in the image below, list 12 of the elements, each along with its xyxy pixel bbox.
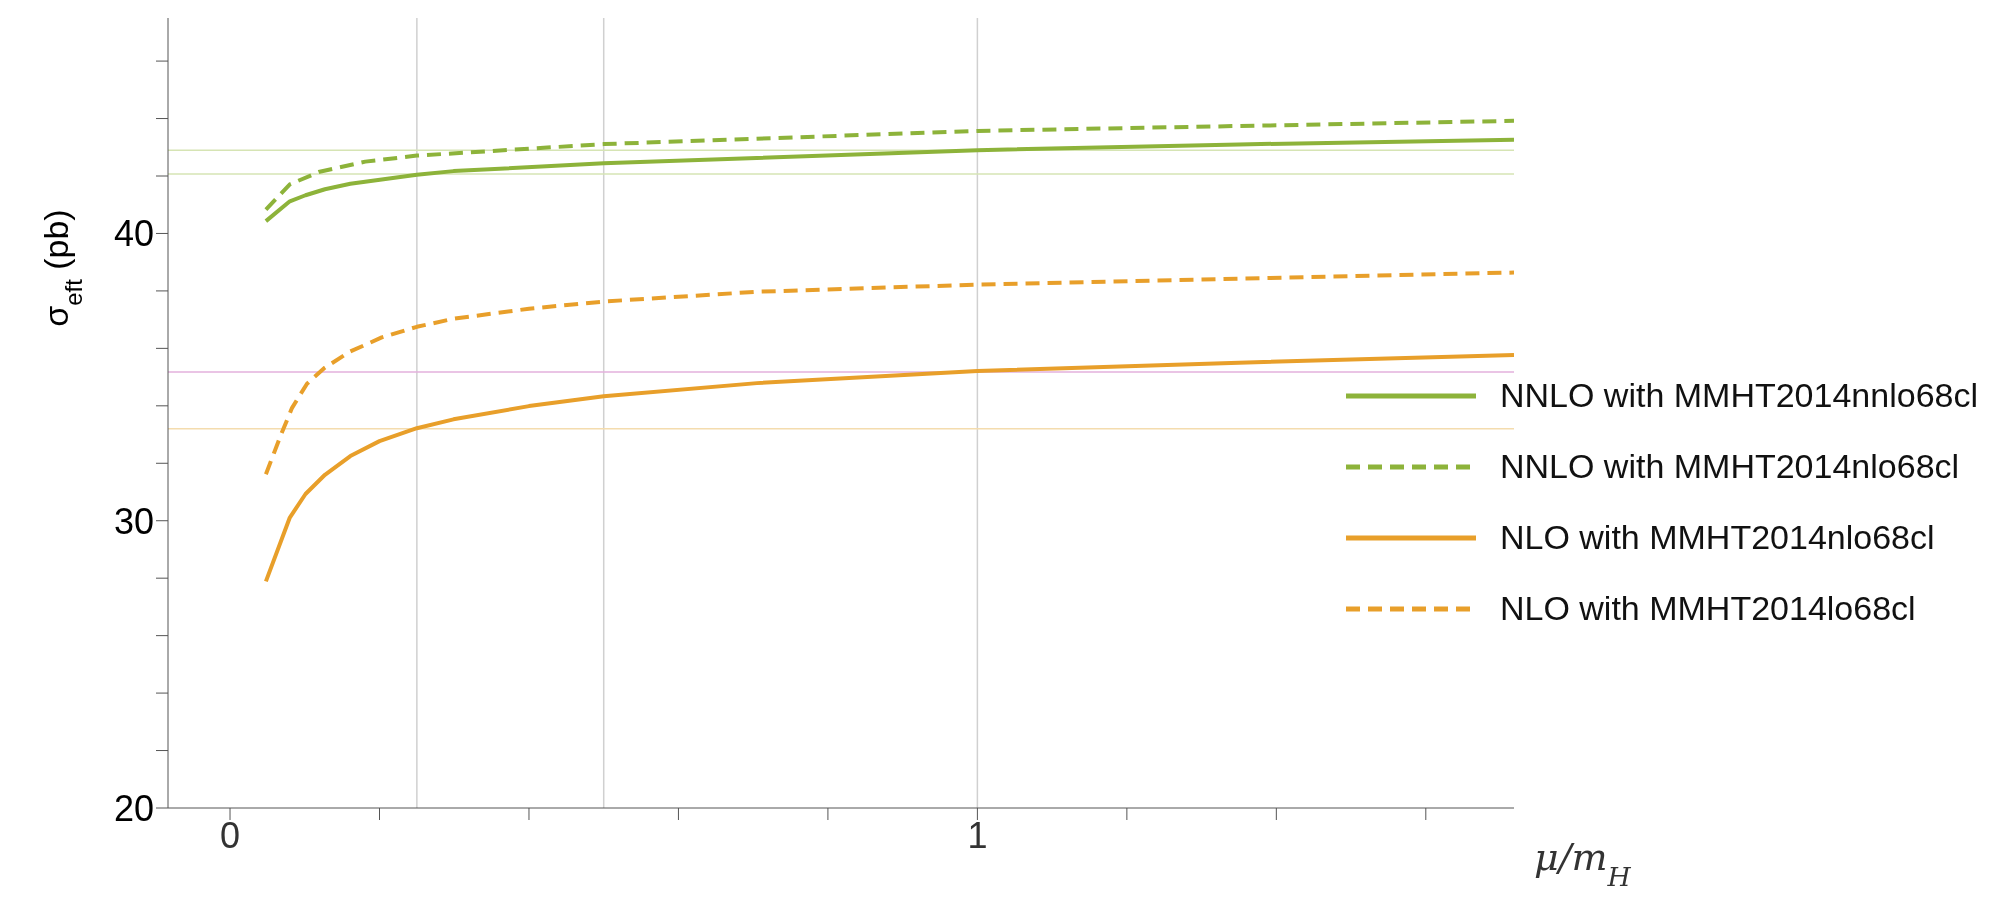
legend-label: NLO with MMHT2014lo68cl bbox=[1499, 589, 1916, 628]
x-tick-label: 0 bbox=[220, 814, 241, 856]
y-tick-label: 30 bbox=[113, 500, 154, 542]
legend-label: NNLO with MMHT2014nlo68cl bbox=[1499, 447, 1960, 486]
y-tick-label: 20 bbox=[113, 787, 154, 829]
line-series bbox=[263, 137, 1514, 224]
legend-label: NLO with MMHT2014nlo68cl bbox=[1499, 518, 1935, 557]
x-tick-label: 1 bbox=[967, 814, 988, 856]
x-axis-title: μ/m$_{H}$ bbox=[1534, 835, 1632, 892]
legend-label: NNLO with MMHT2014nnlo68cl bbox=[1499, 376, 1978, 415]
line-series bbox=[263, 118, 1514, 212]
y-tick-label: 40 bbox=[113, 213, 154, 255]
